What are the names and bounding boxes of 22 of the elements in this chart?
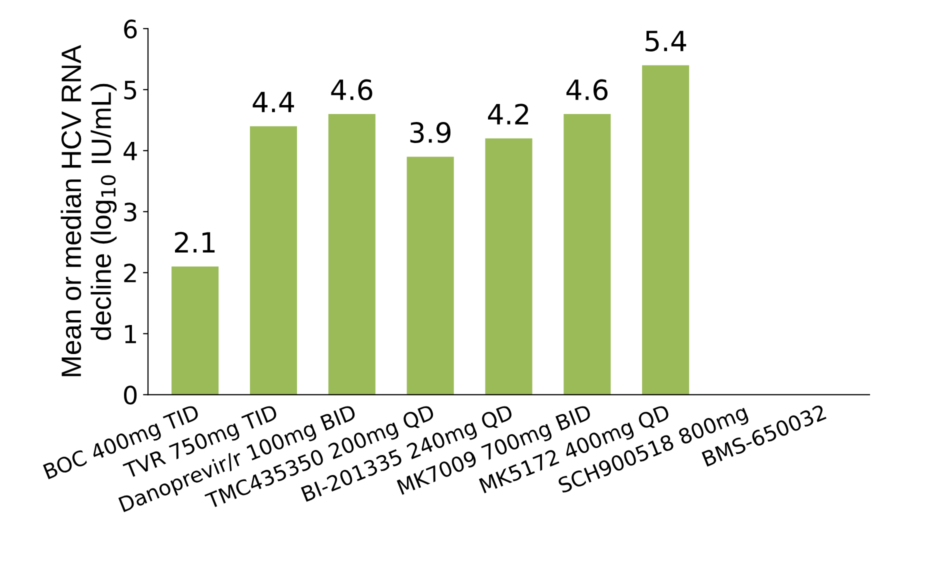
bar — [172, 266, 219, 395]
bar — [406, 156, 454, 395]
bar — [642, 65, 690, 395]
y-tick-label: 5 — [124, 80, 136, 100]
y-tick-label: 0 — [124, 386, 137, 405]
y-axis-title: Mean or median HCV RNA decline (log$_{10}$ IU/mL) — [60, 44, 117, 376]
bar — [328, 114, 376, 395]
y-tick-label: 2 — [124, 264, 136, 282]
y-tick-label: 3 — [124, 202, 136, 222]
data-label: 2.1 — [175, 232, 215, 252]
y-tick-label: 4 — [124, 142, 137, 160]
y-tick-label: 6 — [124, 20, 137, 38]
bar — [250, 126, 298, 395]
y-tick-label: 1 — [125, 324, 136, 344]
bar — [564, 114, 611, 395]
bar — [485, 138, 532, 395]
data-label: 4.4 — [252, 92, 294, 112]
data-label: 4.6 — [331, 79, 372, 100]
data-label: 4.6 — [566, 79, 608, 100]
data-label: 4.2 — [488, 104, 528, 124]
data-label: 5.4 — [646, 30, 686, 52]
data-label: 3.9 — [410, 122, 450, 144]
